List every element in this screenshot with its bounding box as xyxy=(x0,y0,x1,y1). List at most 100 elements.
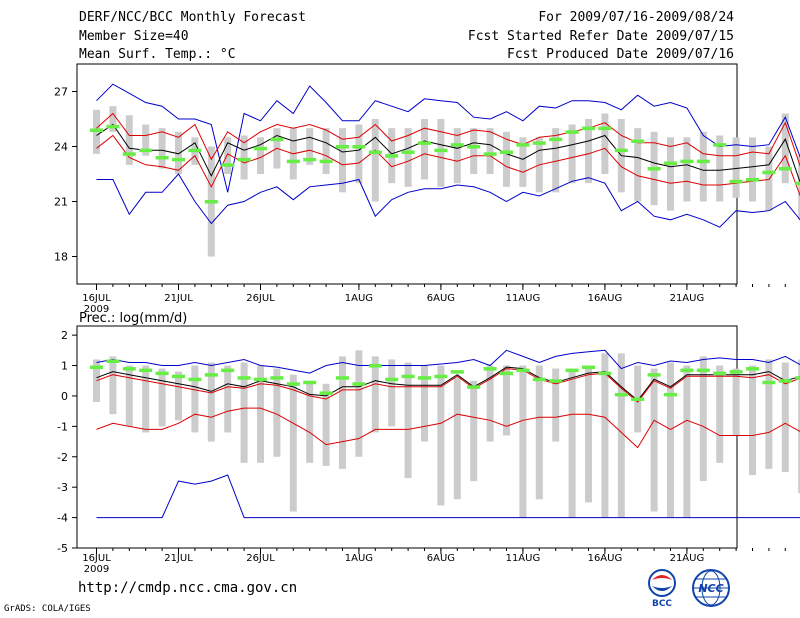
y-tick-label: -2 xyxy=(57,451,68,464)
observed-marker xyxy=(713,143,727,147)
observed-marker xyxy=(647,373,661,377)
y-tick-label: 21 xyxy=(54,196,68,209)
spread-box xyxy=(732,137,740,198)
observed-marker xyxy=(188,377,202,382)
observed-marker xyxy=(696,159,710,164)
grads-credit: GrADS: COLA/IGES xyxy=(4,604,91,614)
spread-box xyxy=(470,128,478,174)
spread-box xyxy=(125,115,133,165)
spread-box xyxy=(716,365,724,463)
spread-box xyxy=(322,383,330,466)
y-tick-label: -1 xyxy=(57,420,68,433)
source-url[interactable]: http://cmdp.ncc.cma.gov.cn xyxy=(78,580,298,596)
observed-marker xyxy=(385,154,399,158)
observed-marker xyxy=(614,392,628,397)
spread-box xyxy=(798,155,800,220)
x-tick-label: 21AUG xyxy=(670,293,705,304)
spread-box xyxy=(683,365,691,518)
bcc-logo-text: BCC xyxy=(652,599,672,608)
x-tick-label: 11AUG xyxy=(506,293,541,304)
spread-box xyxy=(699,356,707,482)
spread-box xyxy=(158,128,166,169)
observed-marker xyxy=(762,380,776,385)
observed-marker xyxy=(204,373,218,377)
observed-marker xyxy=(713,371,727,376)
observed-marker xyxy=(90,128,103,132)
spread-box xyxy=(142,124,150,156)
observed-marker xyxy=(352,382,366,386)
plot-frame xyxy=(76,325,738,549)
x-year-label: 2009 xyxy=(84,564,109,575)
bcc-logo-icon: BCC xyxy=(648,569,676,608)
spread-box xyxy=(289,374,297,512)
spread-box xyxy=(503,131,510,187)
y-tick-label: 27 xyxy=(54,86,68,99)
observed-marker xyxy=(221,163,235,167)
spread-box xyxy=(207,362,215,442)
spread-box xyxy=(125,365,133,427)
ncc-logo-icon: NCC xyxy=(692,569,730,607)
spread-box xyxy=(535,365,543,500)
observed-marker xyxy=(254,146,267,151)
observed-marker xyxy=(418,141,431,145)
observed-marker xyxy=(795,181,800,186)
spread-box xyxy=(388,359,396,427)
x-tick-label: 6AUG xyxy=(427,293,455,304)
observed-marker xyxy=(90,365,103,370)
observed-marker xyxy=(336,145,349,149)
observed-marker xyxy=(237,376,251,380)
x-tick-label: 21JUL xyxy=(164,553,193,564)
spread-box xyxy=(322,128,330,174)
observed-marker xyxy=(368,150,382,154)
observed-marker xyxy=(368,364,382,368)
observed-marker xyxy=(172,157,185,162)
spread-box xyxy=(732,368,740,436)
x-tick-label: 26JUL xyxy=(246,293,275,304)
spread-box xyxy=(257,365,264,463)
spread-box xyxy=(453,128,461,184)
spread-box xyxy=(93,359,100,403)
spread-box xyxy=(699,131,707,202)
observed-marker xyxy=(680,368,694,373)
forecast-started-label: Fcst Started Refer Date 2009/07/15 xyxy=(467,29,734,44)
spread-box xyxy=(355,350,363,457)
observed-marker xyxy=(155,156,169,160)
forecast-period-label: For 2009/07/16-2009/08/24 xyxy=(538,10,734,25)
spread-box xyxy=(716,135,724,202)
spread-box xyxy=(158,368,166,427)
spread-box xyxy=(667,137,674,211)
x-tick-label: 1AUG xyxy=(345,293,373,304)
observed-marker xyxy=(549,379,563,383)
observed-marker xyxy=(631,397,645,401)
observed-marker xyxy=(483,367,497,371)
spread-box xyxy=(749,137,756,202)
spread-box xyxy=(224,137,232,174)
spread-box xyxy=(503,365,510,436)
series-line-min xyxy=(96,474,800,519)
spread-box xyxy=(552,368,560,442)
y-tick-label: 24 xyxy=(54,141,68,154)
spread-box xyxy=(601,353,609,518)
spread-box xyxy=(257,137,264,174)
spread-box xyxy=(191,365,199,433)
spread-box xyxy=(371,119,379,202)
y-tick-label: -5 xyxy=(57,542,68,555)
observed-marker xyxy=(631,139,645,143)
spread-box xyxy=(175,371,182,421)
observed-marker xyxy=(778,379,792,383)
observed-marker xyxy=(172,374,185,379)
spread-box xyxy=(339,128,346,193)
observed-marker xyxy=(352,145,366,149)
spread-box xyxy=(175,131,182,174)
spread-box xyxy=(667,362,674,518)
observed-marker xyxy=(565,130,579,134)
observed-marker xyxy=(500,371,513,376)
spread-box xyxy=(142,365,150,433)
spread-box xyxy=(421,119,428,180)
observed-marker xyxy=(467,145,481,149)
observed-marker xyxy=(385,377,399,382)
spread-box xyxy=(486,365,494,442)
x-tick-label: 1AUG xyxy=(345,553,373,564)
spread-box xyxy=(306,128,314,165)
